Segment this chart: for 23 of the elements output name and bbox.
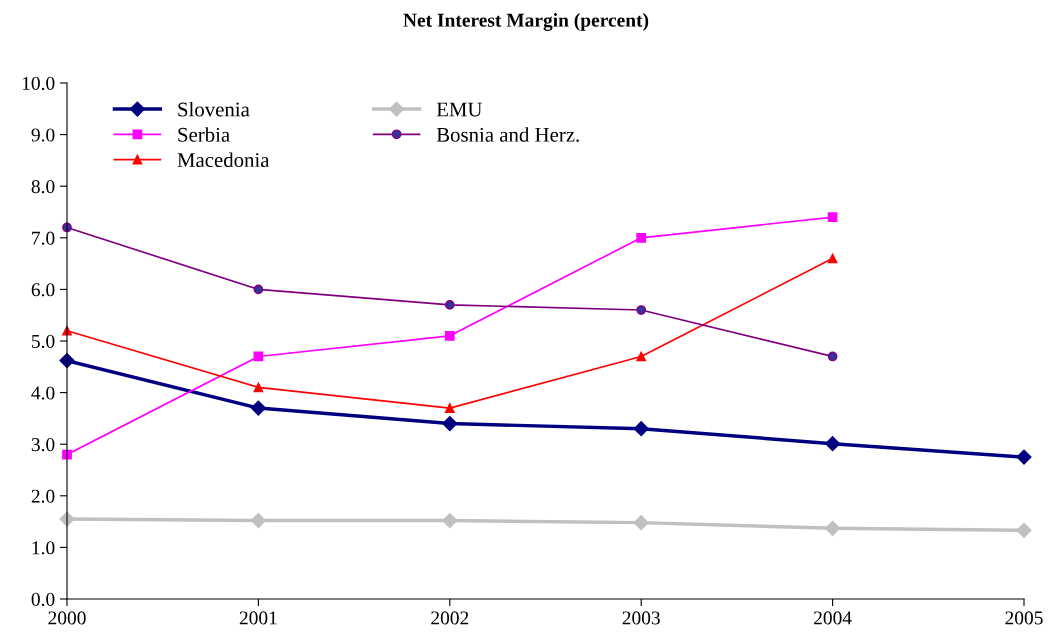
y-tick-label: 4.0	[31, 386, 55, 400]
chart-title: Net Interest Margin (percent)	[403, 13, 649, 31]
legend-label: Slovenia	[178, 101, 250, 117]
y-tick-label: 0.0	[31, 592, 55, 607]
x-tick-label: 2003	[622, 611, 660, 625]
x-tick-label: 2001	[239, 611, 277, 625]
legend-label: Serbia	[178, 127, 230, 142]
x-tick-label: 2005	[1005, 611, 1043, 625]
y-tick-label: 3.0	[31, 438, 55, 452]
y-tick-label: 1.0	[32, 541, 55, 555]
x-tick-label: 2002	[431, 611, 469, 625]
legend-label: Macedonia	[177, 152, 270, 168]
y-tick-label: 9.0	[31, 128, 55, 142]
y-tick-label: 2.0	[31, 489, 55, 503]
y-tick-label: 6.0	[31, 283, 55, 297]
y-tick-label: 8.0	[31, 180, 55, 194]
y-tick-label: 7.0	[32, 231, 55, 245]
y-tick-label: 10.0	[22, 76, 55, 91]
legend-label: Bosnia and Herz.	[436, 127, 579, 142]
x-tick-label: 2000	[48, 611, 86, 625]
legend-label: EMU	[436, 102, 483, 117]
y-tick-label: 5.0	[32, 334, 55, 349]
x-tick-label: 2004	[814, 611, 852, 625]
